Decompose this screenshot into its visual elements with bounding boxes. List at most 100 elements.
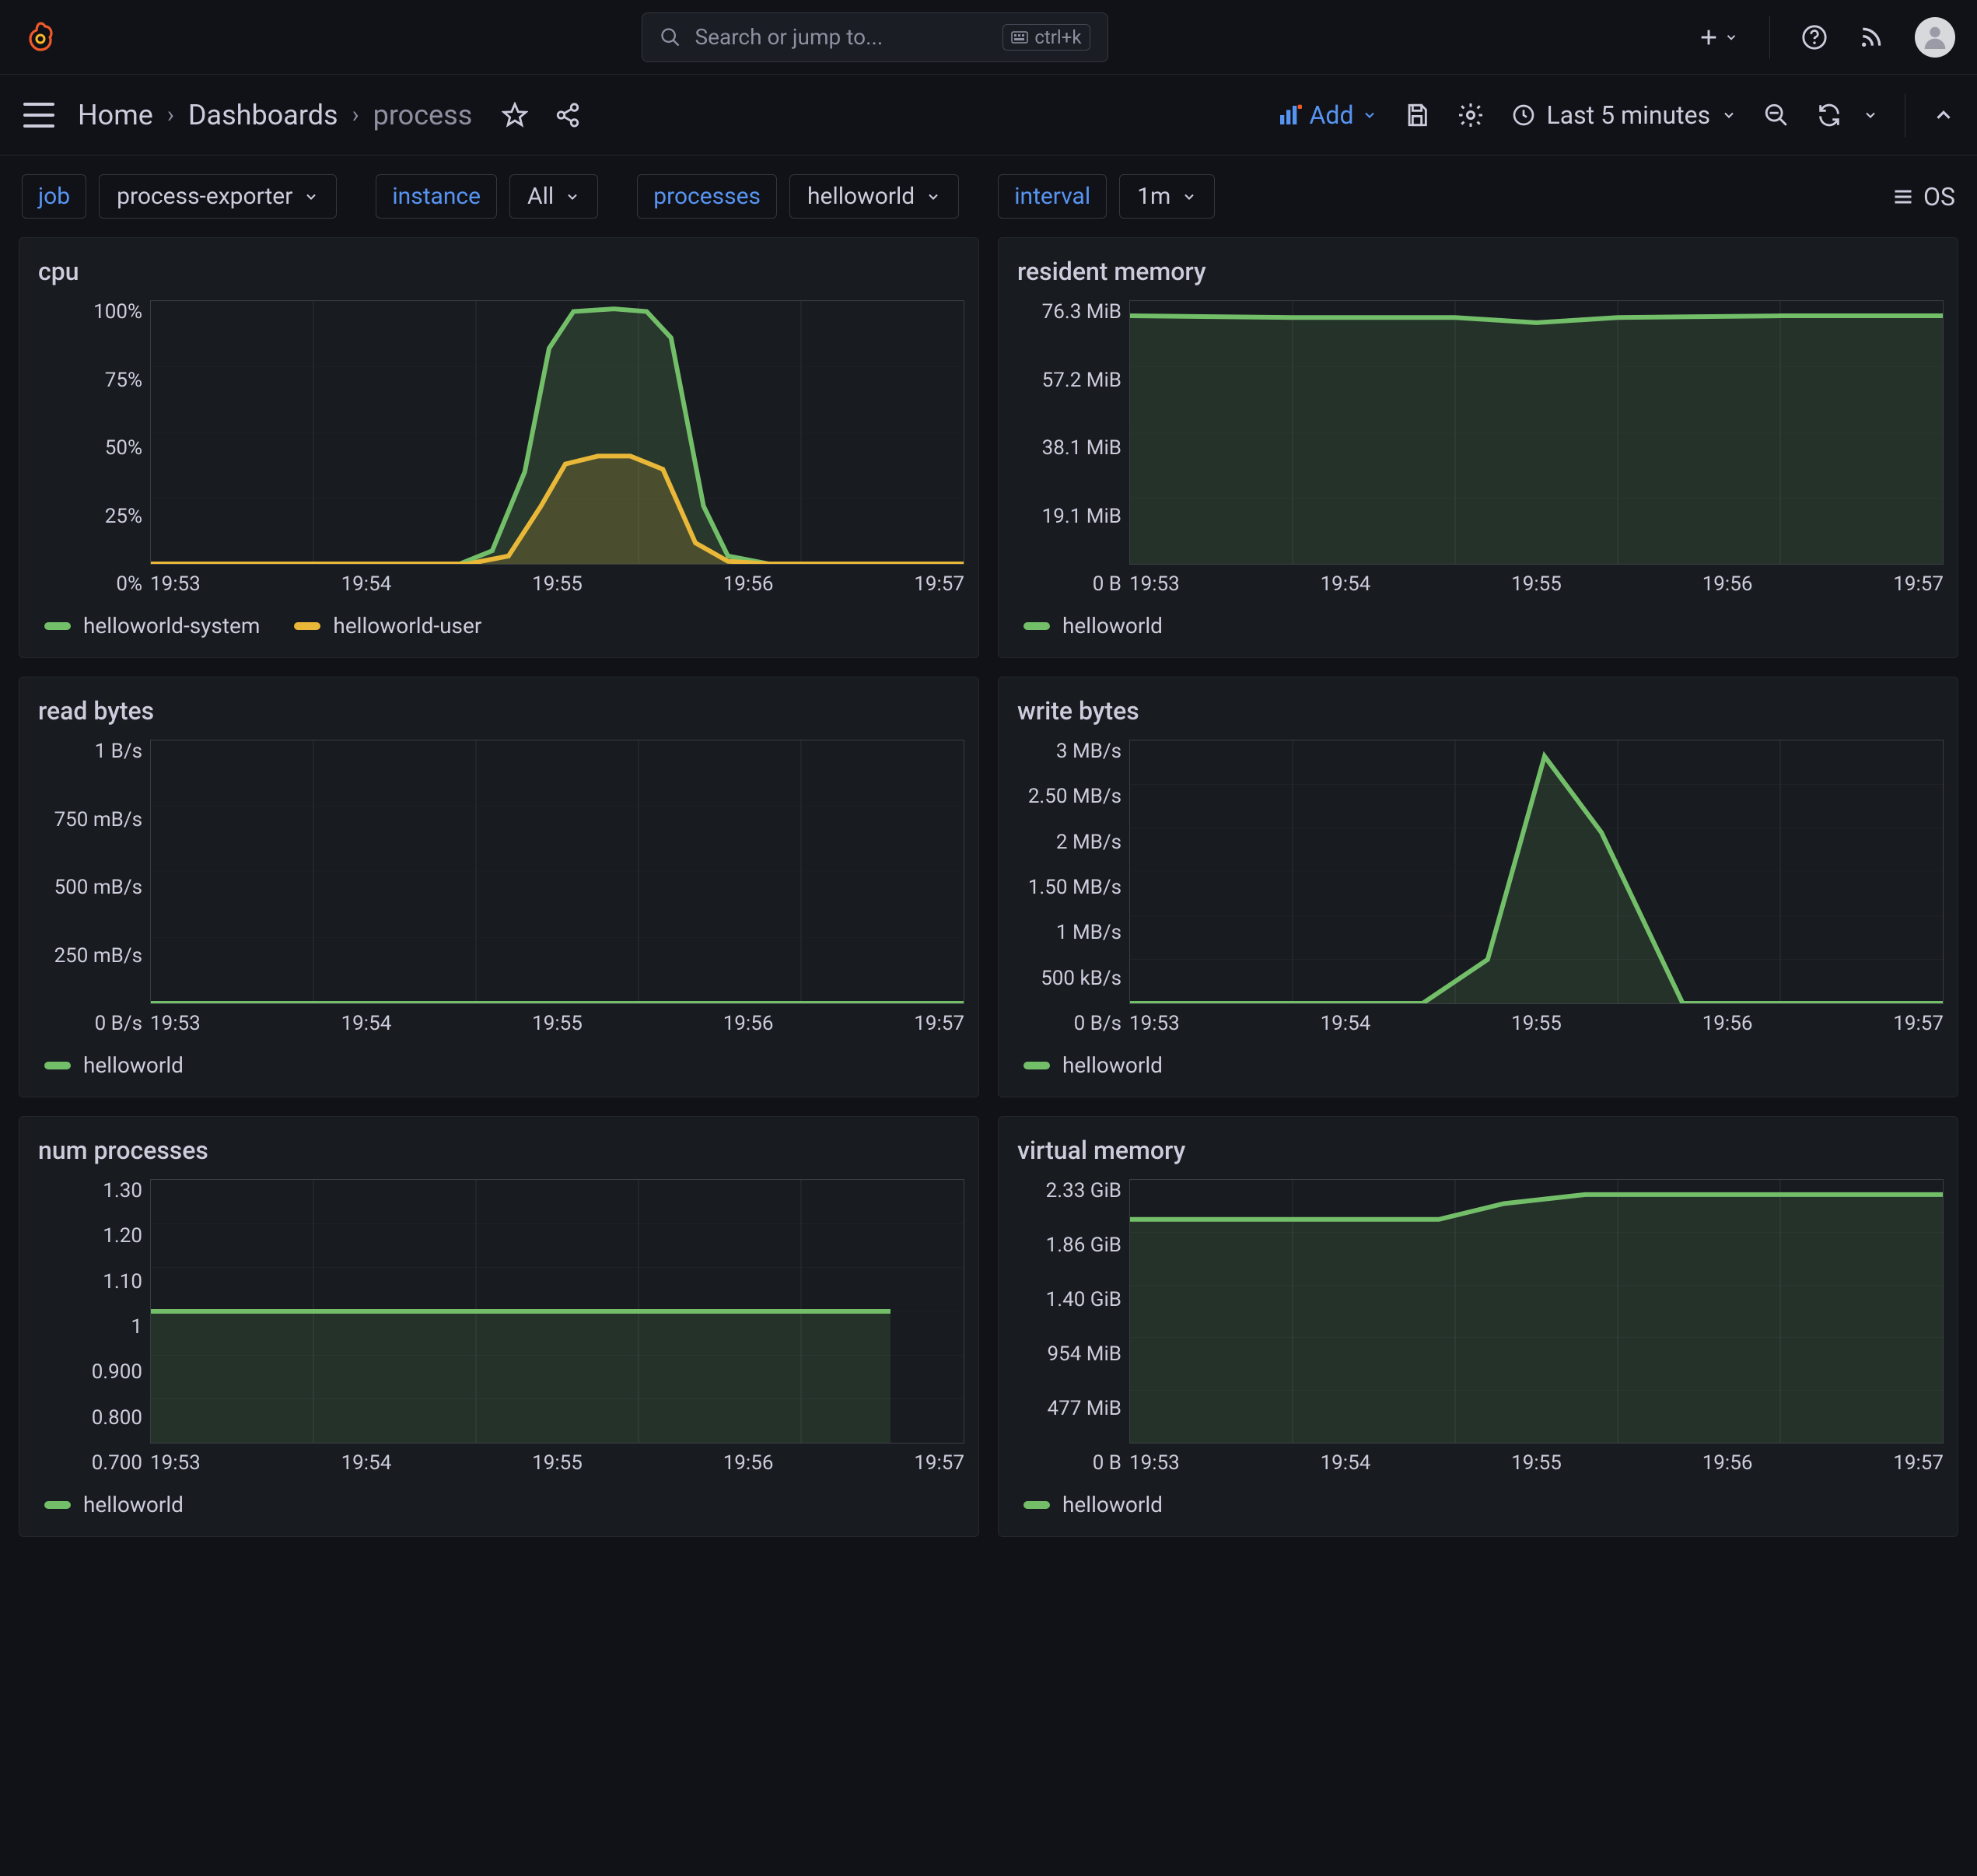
panel-cpu[interactable]: cpu100%75%50%25%0%19:5319:5419:5519:5619… [19,237,979,658]
panel-write_bytes[interactable]: write bytes3 MB/s2.50 MB/s2 MB/s1.50 MB/… [998,677,1958,1097]
ytick-label: 1.40 GiB [1046,1288,1121,1311]
xtick-label: 19:53 [1129,1451,1180,1475]
ytick-label: 1.10 [103,1270,142,1293]
grafana-logo[interactable] [22,19,59,56]
panel-title: write bytes [1017,696,1944,726]
rss-icon[interactable] [1859,25,1884,50]
add-menu[interactable] [1698,26,1738,48]
var-interval-value[interactable]: 1m [1119,174,1215,219]
legend-item[interactable]: helloworld-system [44,613,260,639]
legend-swatch [294,622,320,630]
refresh-button[interactable] [1816,102,1878,128]
help-icon[interactable] [1801,24,1828,51]
chevron-down-icon [1724,30,1738,44]
xtick-label: 19:55 [1511,1012,1562,1035]
legend-swatch [1023,1501,1050,1509]
ytick-label: 19.1 MiB [1042,505,1121,528]
ytick-label: 500 mB/s [54,876,142,899]
ytick-label: 0 B/s [95,1012,142,1035]
var-instance-value[interactable]: All [509,174,598,219]
panel-title: cpu [38,257,964,286]
star-icon[interactable] [502,102,528,128]
xtick-label: 19:54 [1321,572,1371,596]
menu-toggle[interactable] [22,98,56,132]
chevron-down-icon [303,189,319,205]
os-dashboard-link[interactable]: OS [1892,182,1955,212]
ytick-label: 75% [105,369,142,392]
link-list-icon [1892,186,1914,208]
legend-item[interactable]: helloworld [1023,1052,1163,1078]
dashboard-toolbar: Home › Dashboards › process Add Last 5 m… [0,75,1977,156]
xtick-label: 19:55 [1511,1451,1562,1475]
crumb-current: process [373,99,473,131]
crumb-dashboards[interactable]: Dashboards [188,99,338,131]
xtick-label: 19:55 [532,572,583,596]
ytick-label: 2.50 MB/s [1028,785,1121,808]
legend-swatch [1023,622,1050,630]
chevron-down-icon [565,189,580,205]
search-icon [660,26,681,48]
xtick-label: 19:53 [1129,1012,1180,1035]
chart-area: 76.3 MiB57.2 MiB38.1 MiB19.1 MiB0 B19:53… [1013,300,1944,596]
panel-title: resident memory [1017,257,1944,286]
zoom-out-icon[interactable] [1763,102,1790,128]
xtick-label: 19:54 [1321,1451,1371,1475]
legend-swatch [1023,1062,1050,1069]
panel-read_bytes[interactable]: read bytes1 B/s750 mB/s500 mB/s250 mB/s0… [19,677,979,1097]
panel-resident_memory[interactable]: resident memory 76.3 MiB 57.2 MiB 38.1 MiB 1… [998,237,1958,658]
xtick-label: 19:56 [1702,572,1753,596]
search-kbd-hint: ctrl+k [1002,24,1090,51]
var-processes-value[interactable]: helloworld [789,174,959,219]
legend-item[interactable]: helloworld [1023,613,1163,639]
legend-label: helloworld [83,1052,184,1078]
ytick-label: 100% [93,300,142,324]
add-panel-button[interactable]: Add [1277,100,1377,130]
var-interval-label: interval [998,174,1107,219]
share-icon[interactable] [555,102,581,128]
legend-item[interactable]: helloworld [44,1052,184,1078]
legend: helloworld-system helloworld-user [33,596,964,642]
xtick-label: 19:57 [914,572,964,596]
legend-label: helloworld-system [83,613,260,639]
ytick-label: 50% [105,436,142,460]
ytick-label: 1.20 [103,1224,142,1248]
time-range-picker[interactable]: Last 5 minutes [1511,100,1737,130]
legend: helloworld [33,1475,964,1521]
xtick-label: 19:57 [1893,572,1944,596]
collapse-icon[interactable] [1932,103,1955,127]
clock-icon [1511,103,1536,128]
legend: helloworld [1013,1035,1944,1081]
breadcrumb: Home › Dashboards › process [78,99,472,131]
template-variables: job process-exporter instance All proces… [0,156,1977,237]
settings-icon[interactable] [1457,101,1485,129]
xtick-label: 19:57 [1893,1451,1944,1475]
chart-area: 2.33 GiB1.86 GiB1.40 GiB954 MiB477 MiB0 … [1013,1179,1944,1475]
chevron-down-icon [926,189,941,205]
ytick-label: 1 B/s [95,740,142,763]
legend-item[interactable]: helloworld [1023,1492,1163,1517]
panel-num_processes[interactable]: num processes1.301.201.1010.9000.8000.70… [19,1116,979,1537]
legend-item[interactable]: helloworld-user [294,613,481,639]
ytick-label: 0.900 [92,1360,142,1384]
global-search[interactable]: Search or jump to... ctrl+k [642,12,1108,62]
ytick-label: 76.3 MiB [1042,300,1121,324]
ytick-label: 57.2 MiB [1042,369,1121,392]
legend-label: helloworld-user [333,613,481,639]
crumb-home[interactable]: Home [78,99,153,131]
xtick-label: 19:53 [150,572,201,596]
legend-item[interactable]: helloworld [44,1492,184,1517]
ytick-label: 2 MB/s [1056,831,1121,854]
var-job-value[interactable]: process-exporter [99,174,337,219]
legend-label: helloworld [1062,1492,1163,1517]
panel-virtual_memory[interactable]: virtual memory 2.33 GiB1.86 GiB1.40 GiB95… [998,1116,1958,1537]
panel-title: virtual memory [1017,1136,1944,1165]
xtick-label: 19:54 [1321,1012,1371,1035]
user-avatar[interactable] [1915,17,1955,58]
ytick-label: 0 B [1093,572,1121,596]
save-icon[interactable] [1404,102,1430,128]
xtick-label: 19:56 [723,1012,774,1035]
ytick-label: 38.1 MiB [1042,436,1121,460]
ytick-label: 0.700 [92,1451,142,1475]
var-instance-label: instance [376,174,497,219]
xtick-label: 19:55 [1511,572,1562,596]
